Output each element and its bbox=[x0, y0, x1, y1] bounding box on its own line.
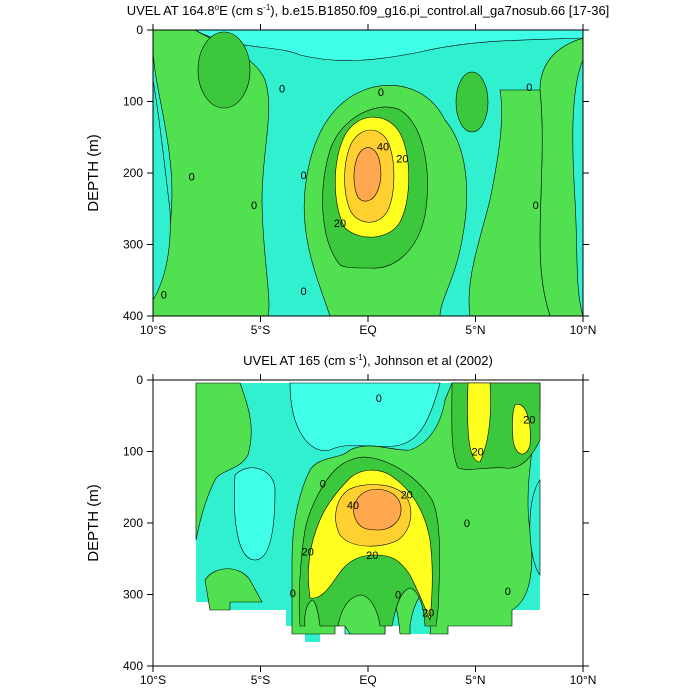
panel-observations-contours bbox=[195, 382, 541, 642]
panel-observations-xtick-label: 10°S bbox=[140, 673, 166, 687]
panel-observations-contour-label: 20 bbox=[523, 414, 535, 426]
panel-model-contour-label: 20 bbox=[396, 154, 408, 166]
panel-observations-xtick-label: 5°N bbox=[465, 673, 485, 687]
panel-model-ytick-label: 300 bbox=[123, 238, 143, 252]
contour-fill-right-aqua bbox=[572, 59, 583, 316]
contour-fill-obs-left-green bbox=[195, 382, 252, 541]
panel-model-xtick-label: 10°S bbox=[140, 323, 166, 337]
panel-model-title: UVEL AT 164.8oE (cm s-1), b.e15.B1850.f0… bbox=[127, 3, 610, 18]
panel-model-contour-label: 0 bbox=[300, 286, 306, 298]
panel-observations-x-axis: 10°S 5°S EQ 5°N 10°N bbox=[140, 374, 596, 687]
contour-fill-left-aqua bbox=[153, 79, 171, 301]
panel-observations-contour-label: 0 bbox=[395, 590, 401, 602]
panel-observations-ytick-label: 200 bbox=[123, 516, 143, 530]
contour-fill-right-blob bbox=[455, 71, 489, 133]
panel-observations: UVEL AT 165 (cm s-1), Johnson et al (200… bbox=[85, 353, 596, 687]
panel-observations-contour-label: 0 bbox=[505, 586, 511, 598]
panel-model-ylabel: DEPTH (m) bbox=[85, 134, 102, 212]
panel-model: UVEL AT 164.8oE (cm s-1), b.e15.B1850.f0… bbox=[85, 3, 609, 337]
panel-model-ytick-label: 200 bbox=[123, 166, 143, 180]
contour-fill-right-green-2 bbox=[468, 89, 551, 316]
panel-observations-xtick-label: 5°S bbox=[251, 673, 270, 687]
panel-model-contours bbox=[153, 30, 583, 316]
contour-fill-obs-yellow-right bbox=[467, 382, 491, 463]
panel-model-contour-label: 0 bbox=[161, 290, 167, 302]
panel-observations-contour-label: 20 bbox=[422, 607, 434, 619]
contour-fill-obs-cyan-left bbox=[234, 467, 276, 561]
panel-model-contour-label: 20 bbox=[334, 218, 346, 230]
panel-model-contour-label: 0 bbox=[300, 170, 306, 182]
panel-observations-contour-label: 20 bbox=[302, 547, 314, 559]
panel-model-xtick-label: 5°N bbox=[465, 323, 485, 337]
contour-fill-obs-leftbottom-green bbox=[204, 568, 263, 611]
panel-model-contour-label: 0 bbox=[189, 172, 195, 184]
panel-model-contour-label: 0 bbox=[378, 87, 384, 99]
contour-fill-obs-yellow-farright bbox=[512, 403, 531, 455]
contour-fill-obs-right-aqua bbox=[529, 479, 541, 576]
panel-observations-contour-label: 0 bbox=[464, 518, 470, 530]
panel-observations-ytick-label: 100 bbox=[123, 445, 143, 459]
panel-observations-contour-label: 40 bbox=[347, 500, 359, 512]
contour-fill-obs-orange bbox=[353, 489, 402, 531]
panel-model-contour-label: 0 bbox=[251, 200, 257, 212]
panel-observations-xtick-label: 10°N bbox=[570, 673, 597, 687]
panel-model-contour-label: 0 bbox=[526, 82, 532, 94]
panel-observations-contour-label: 20 bbox=[401, 489, 413, 501]
panel-observations-ytick-label: 400 bbox=[123, 659, 143, 673]
panel-observations-ytick-label: 0 bbox=[136, 373, 143, 387]
panel-observations-contour-labels: 0 0 0 0 0 0 20 20 20 20 20 20 40 bbox=[290, 393, 536, 620]
panel-model-contour-labels: 0 0 0 0 0 0 0 0 0 40 20 20 bbox=[161, 82, 539, 302]
panel-observations-contour-label: 20 bbox=[472, 447, 484, 459]
panel-model-ytick-label: 0 bbox=[136, 23, 143, 37]
panel-model-xtick-label: 10°N bbox=[570, 323, 597, 337]
panel-observations-ylabel: DEPTH (m) bbox=[85, 484, 102, 562]
panel-model-xtick-label: EQ bbox=[359, 323, 376, 337]
panel-observations-title: UVEL AT 165 (cm s-1), Johnson et al (200… bbox=[243, 353, 493, 368]
panel-observations-contour-label: 20 bbox=[366, 550, 378, 562]
panel-observations-contour-label: 0 bbox=[376, 393, 382, 405]
panel-model-contour-label: 0 bbox=[533, 200, 539, 212]
contour-fill-core-40 bbox=[353, 147, 382, 202]
contour-fill-left-green bbox=[153, 30, 270, 316]
panel-observations-contour-label: 0 bbox=[290, 588, 296, 600]
panel-model-ytick-label: 100 bbox=[123, 95, 143, 109]
contour-fill-left-blob bbox=[197, 31, 251, 109]
contour-fill-surface-cyan bbox=[194, 30, 583, 61]
panel-model-contour-label: 40 bbox=[377, 142, 389, 154]
panel-observations-ytick-label: 300 bbox=[123, 588, 143, 602]
panel-observations-xtick-label: EQ bbox=[359, 673, 376, 687]
panel-model-x-axis: 10°S 5°S EQ 5°N 10°N bbox=[140, 24, 596, 337]
panel-model-contour-label: 0 bbox=[279, 84, 285, 96]
panel-model-xtick-label: 5°S bbox=[251, 323, 270, 337]
panel-observations-contour-label: 0 bbox=[320, 479, 326, 491]
panel-model-ytick-label: 400 bbox=[123, 309, 143, 323]
